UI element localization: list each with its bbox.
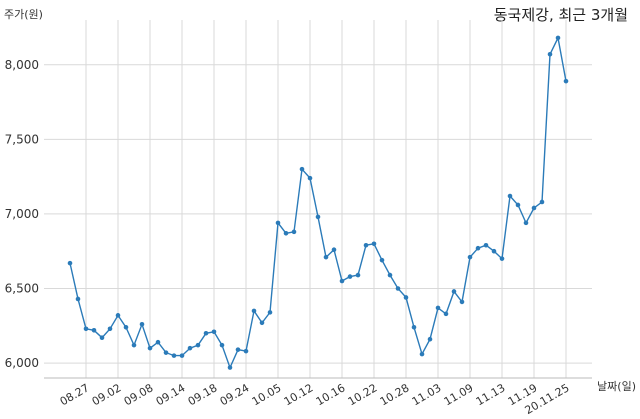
data-point	[235, 347, 241, 352]
data-point	[155, 339, 161, 345]
x-tick-label: 09.02	[90, 381, 124, 408]
x-tick-label: 10.28	[378, 381, 412, 408]
x-tick-label: 09.08	[122, 381, 156, 408]
x-tick-label: 08.27	[58, 381, 92, 408]
data-point	[419, 351, 425, 357]
y-tick-label: 8,000	[5, 58, 39, 72]
data-point	[515, 202, 521, 208]
data-point	[99, 335, 105, 341]
data-point	[435, 305, 441, 311]
data-point	[547, 52, 553, 57]
x-axis-label: 날짜(일)	[597, 380, 636, 393]
data-point	[227, 365, 233, 370]
data-point	[403, 295, 409, 300]
data-point	[267, 310, 273, 315]
chart-title: 동국제강, 최근 3개월	[493, 6, 628, 24]
data-point	[179, 353, 185, 358]
data-point	[563, 78, 569, 84]
data-point	[195, 342, 201, 348]
x-tick-label: 11.03	[410, 381, 444, 408]
x-tick-label: 09.14	[154, 381, 188, 408]
y-tick-label: 6,000	[5, 356, 39, 370]
data-point	[323, 254, 329, 260]
data-point	[531, 205, 537, 211]
y-tick-label: 6,500	[5, 282, 39, 296]
data-point	[483, 242, 489, 248]
x-tick-label: 09.24	[218, 381, 252, 408]
data-point	[147, 345, 153, 351]
data-point	[451, 289, 457, 294]
data-point	[339, 278, 345, 284]
data-point	[315, 214, 321, 220]
y-tick-label: 7,000	[5, 207, 39, 221]
x-tick-label: 10.05	[250, 381, 284, 408]
data-point	[251, 308, 257, 314]
data-point	[211, 329, 217, 335]
x-tick-label: 10.12	[282, 381, 316, 408]
y-axis-label: 주가(원)	[4, 8, 43, 21]
data-point	[115, 313, 121, 318]
data-point	[139, 322, 145, 327]
data-point	[355, 272, 361, 278]
data-point	[387, 272, 393, 278]
data-point	[539, 199, 545, 205]
y-tick-label: 7,500	[5, 132, 39, 146]
data-point	[291, 229, 297, 235]
data-point	[411, 324, 417, 330]
data-point	[507, 193, 513, 199]
data-point	[187, 345, 193, 351]
data-point	[67, 260, 73, 266]
data-point	[91, 327, 97, 333]
data-point	[331, 247, 337, 253]
data-point	[555, 35, 561, 41]
data-point	[259, 320, 265, 326]
data-point	[107, 326, 113, 332]
data-point	[395, 286, 401, 291]
data-point	[307, 175, 313, 181]
data-point	[427, 336, 433, 342]
data-point	[275, 220, 281, 226]
data-point	[499, 256, 505, 261]
data-point	[443, 311, 449, 317]
data-point	[171, 353, 177, 358]
x-tick-label: 11.09	[442, 381, 476, 408]
data-point	[347, 274, 353, 279]
x-tick-label: 10.22	[346, 381, 380, 408]
data-point	[467, 254, 473, 260]
data-point	[459, 299, 465, 305]
x-tick-label: 10.16	[314, 381, 348, 408]
data-point	[219, 342, 225, 348]
data-point	[371, 241, 377, 247]
data-point	[75, 296, 81, 302]
data-point	[299, 166, 305, 172]
data-point	[83, 326, 89, 332]
data-point	[523, 220, 529, 226]
data-point	[379, 257, 385, 263]
data-point	[131, 342, 137, 348]
x-tick-label: 11.13	[474, 381, 508, 408]
data-point	[283, 231, 289, 236]
data-point	[163, 350, 169, 355]
data-point	[491, 248, 497, 254]
data-point	[363, 242, 369, 248]
x-tick-label: 09.18	[186, 381, 220, 408]
data-point	[243, 348, 249, 354]
data-point	[475, 245, 481, 251]
data-point	[203, 330, 209, 336]
series-line	[69, 35, 567, 370]
data-point	[123, 324, 129, 330]
